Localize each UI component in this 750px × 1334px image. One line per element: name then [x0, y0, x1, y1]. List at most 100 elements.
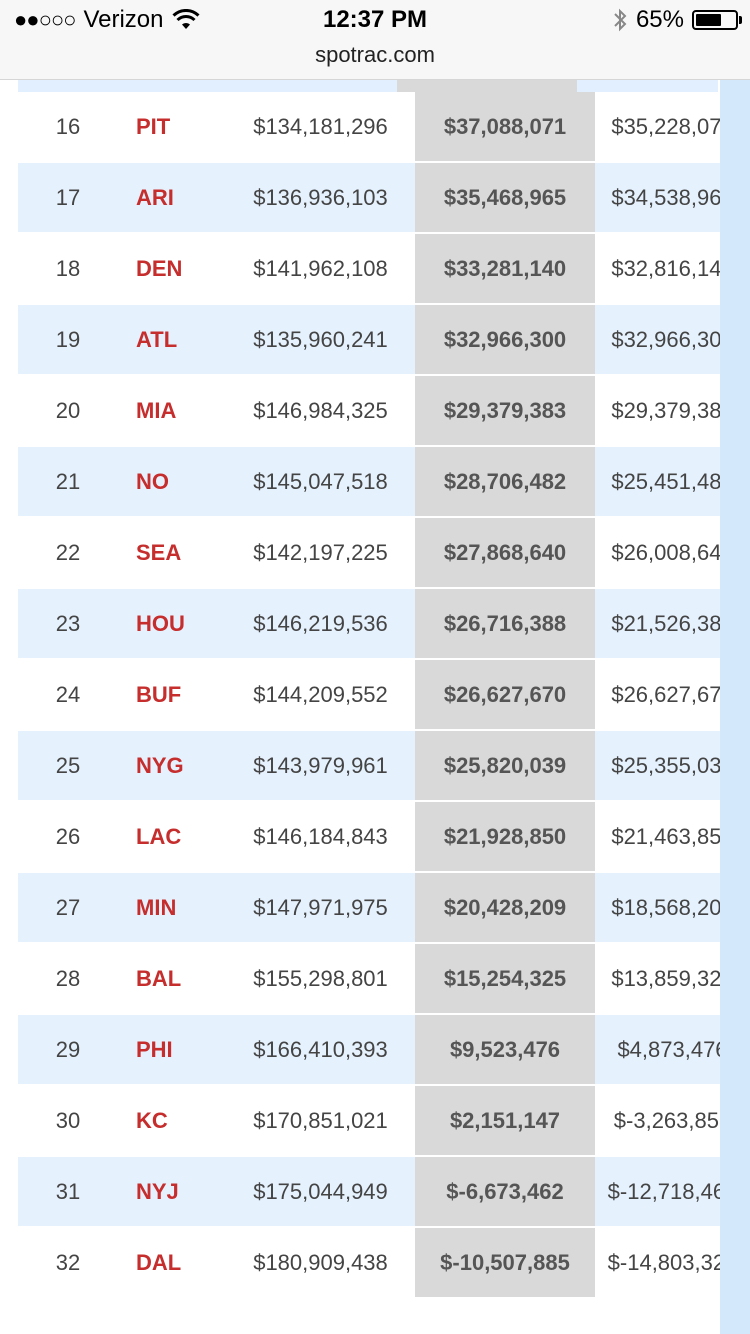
- team-link[interactable]: DAL: [118, 1228, 226, 1299]
- rank-cell: 19: [18, 305, 118, 376]
- total-cap-cell: $142,197,225: [226, 518, 415, 589]
- previous-row-edge: [18, 80, 718, 92]
- team-link[interactable]: HOU: [118, 589, 226, 660]
- rank-cell: 28: [18, 944, 118, 1015]
- table-body: 16 PIT $134,181,296 $37,088,071 $35,228,071 1…: [18, 92, 750, 1299]
- table-row[interactable]: 18 DEN $141,962,108 $33,281,140 $32,816,140: [18, 234, 750, 305]
- team-link[interactable]: MIA: [118, 376, 226, 447]
- total-cap-cell: $136,936,103: [226, 163, 415, 234]
- horizontal-overflow-column[interactable]: [720, 80, 750, 1334]
- team-link[interactable]: NYJ: [118, 1157, 226, 1228]
- battery-percent: 65%: [635, 6, 684, 33]
- cap-space-cell: $26,627,670: [415, 660, 595, 731]
- table-row[interactable]: 20 MIA $146,984,325 $29,379,383 $29,379,383: [18, 376, 750, 447]
- cap-space-table: 16 PIT $134,181,296 $37,088,071 $35,228,071 1…: [18, 92, 750, 1299]
- team-link[interactable]: BUF: [118, 660, 226, 731]
- table-row[interactable]: 28 BAL $155,298,801 $15,254,325 $13,859,325: [18, 944, 750, 1015]
- wifi-icon: [171, 9, 200, 29]
- rank-cell: 18: [18, 234, 118, 305]
- effective-cap-cell: $26,627,670: [595, 660, 750, 731]
- rank-cell: 26: [18, 802, 118, 873]
- effective-cap-cell: $35,228,071: [595, 92, 750, 163]
- team-link[interactable]: NYG: [118, 731, 226, 802]
- cap-space-cell: $37,088,071: [415, 92, 595, 163]
- rank-cell: 27: [18, 873, 118, 944]
- team-link[interactable]: DEN: [118, 234, 226, 305]
- cap-space-cell: $28,706,482: [415, 447, 595, 518]
- total-cap-cell: $166,410,393: [226, 1015, 415, 1086]
- effective-cap-cell: $21,463,850: [595, 802, 750, 873]
- total-cap-cell: $134,181,296: [226, 92, 415, 163]
- total-cap-cell: $170,851,021: [226, 1086, 415, 1157]
- battery-fill: [696, 14, 721, 26]
- total-cap-cell: $145,047,518: [226, 447, 415, 518]
- total-cap-cell: $146,984,325: [226, 376, 415, 447]
- table-row[interactable]: 17 ARI $136,936,103 $35,468,965 $34,538,965: [18, 163, 750, 234]
- effective-cap-cell: $13,859,325: [595, 944, 750, 1015]
- cap-space-cell: $33,281,140: [415, 234, 595, 305]
- table-row[interactable]: 30 KC $170,851,021 $2,151,147 $-3,263,853: [18, 1086, 750, 1157]
- team-link[interactable]: ATL: [118, 305, 226, 376]
- rank-cell: 20: [18, 376, 118, 447]
- status-bar: ●●○○○ Verizon 12:37 PM 65% spotrac.com: [0, 0, 750, 80]
- cap-space-cell: $20,428,209: [415, 873, 595, 944]
- rank-cell: 23: [18, 589, 118, 660]
- previous-row-cap-edge: [397, 80, 577, 92]
- cap-space-cell: $9,523,476: [415, 1015, 595, 1086]
- cap-space-cell: $2,151,147: [415, 1086, 595, 1157]
- cap-space-cell: $32,966,300: [415, 305, 595, 376]
- team-link[interactable]: KC: [118, 1086, 226, 1157]
- table-row[interactable]: 21 NO $145,047,518 $28,706,482 $25,451,482: [18, 447, 750, 518]
- rank-cell: 32: [18, 1228, 118, 1299]
- total-cap-cell: $146,184,843: [226, 802, 415, 873]
- carrier-name: Verizon: [83, 6, 164, 33]
- table-row[interactable]: 26 LAC $146,184,843 $21,928,850 $21,463,850: [18, 802, 750, 873]
- rank-cell: 30: [18, 1086, 118, 1157]
- total-cap-cell: $141,962,108: [226, 234, 415, 305]
- table-row[interactable]: 25 NYG $143,979,961 $25,820,039 $25,355,039: [18, 731, 750, 802]
- table-row[interactable]: 31 NYJ $175,044,949 $-6,673,462 $-12,718,462: [18, 1157, 750, 1228]
- page-content: 16 PIT $134,181,296 $37,088,071 $35,228,071 1…: [0, 80, 750, 1334]
- effective-cap-cell: $-3,263,853: [595, 1086, 750, 1157]
- battery-icon: [692, 10, 742, 30]
- total-cap-cell: $147,971,975: [226, 873, 415, 944]
- team-link[interactable]: NO: [118, 447, 226, 518]
- table-row[interactable]: 22 SEA $142,197,225 $27,868,640 $26,008,640: [18, 518, 750, 589]
- table-row[interactable]: 23 HOU $146,219,536 $26,716,388 $21,526,388: [18, 589, 750, 660]
- cap-space-cell: $27,868,640: [415, 518, 595, 589]
- table-row[interactable]: 16 PIT $134,181,296 $37,088,071 $35,228,071: [18, 92, 750, 163]
- status-left: ●●○○○ Verizon: [14, 6, 200, 34]
- table-row[interactable]: 32 DAL $180,909,438 $-10,507,885 $-14,803,32…: [18, 1228, 750, 1299]
- cap-space-cell: $15,254,325: [415, 944, 595, 1015]
- table-row[interactable]: 24 BUF $144,209,552 $26,627,670 $26,627,670: [18, 660, 750, 731]
- battery-tip: [739, 16, 742, 24]
- team-link[interactable]: MIN: [118, 873, 226, 944]
- effective-cap-cell: $32,816,140: [595, 234, 750, 305]
- team-link[interactable]: PHI: [118, 1015, 226, 1086]
- total-cap-cell: $146,219,536: [226, 589, 415, 660]
- cap-space-cell: $25,820,039: [415, 731, 595, 802]
- cap-space-cell: $35,468,965: [415, 163, 595, 234]
- rank-cell: 29: [18, 1015, 118, 1086]
- cap-space-cell: $21,928,850: [415, 802, 595, 873]
- cap-space-cell: $-10,507,885: [415, 1228, 595, 1299]
- table-row[interactable]: 29 PHI $166,410,393 $9,523,476 $4,873,476: [18, 1015, 750, 1086]
- table-row[interactable]: 19 ATL $135,960,241 $32,966,300 $32,966,300: [18, 305, 750, 376]
- team-link[interactable]: PIT: [118, 92, 226, 163]
- team-link[interactable]: BAL: [118, 944, 226, 1015]
- total-cap-cell: $180,909,438: [226, 1228, 415, 1299]
- rank-cell: 25: [18, 731, 118, 802]
- total-cap-cell: $144,209,552: [226, 660, 415, 731]
- url-bar[interactable]: spotrac.com: [315, 42, 435, 67]
- team-link[interactable]: SEA: [118, 518, 226, 589]
- table-row[interactable]: 27 MIN $147,971,975 $20,428,209 $18,568,209: [18, 873, 750, 944]
- team-link[interactable]: ARI: [118, 163, 226, 234]
- status-right: 65%: [612, 6, 742, 34]
- total-cap-cell: $135,960,241: [226, 305, 415, 376]
- rank-cell: 22: [18, 518, 118, 589]
- team-link[interactable]: LAC: [118, 802, 226, 873]
- effective-cap-cell: $-14,803,322: [595, 1228, 750, 1299]
- status-time: 12:37 PM: [322, 6, 428, 33]
- rank-cell: 16: [18, 92, 118, 163]
- rank-cell: 21: [18, 447, 118, 518]
